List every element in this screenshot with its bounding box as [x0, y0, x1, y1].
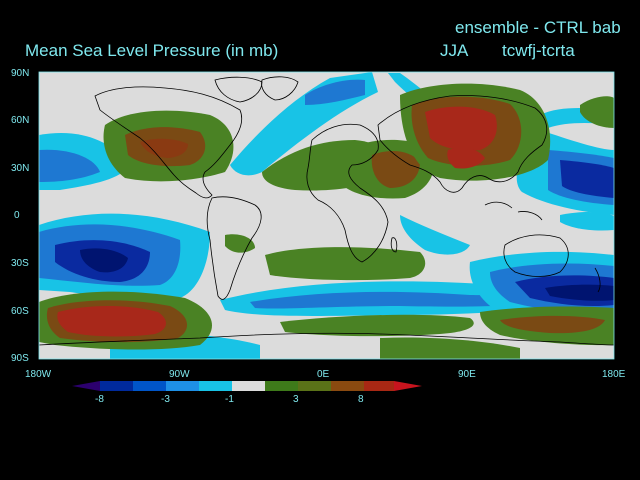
lon-tick-90e: 90E: [458, 369, 476, 380]
lat-tick-30n: 30N: [11, 163, 30, 174]
lat-tick-90n: 90N: [11, 68, 30, 79]
low-pressure-areas-south: [39, 213, 614, 359]
season-label: JJA: [440, 41, 469, 60]
lat-tick-60n: 60N: [11, 115, 30, 126]
colorbar-label: 8: [358, 394, 364, 405]
map-frame: [38, 71, 615, 360]
lat-tick-30s: 30S: [11, 258, 29, 269]
lat-tick-0: 0: [14, 210, 20, 221]
lat-tick-90s: 90S: [11, 353, 29, 364]
colorbar-label: -1: [225, 394, 234, 405]
colorbar-label: -8: [95, 394, 104, 405]
lon-tick-0e: 0E: [317, 369, 330, 380]
colorbar-label: -3: [161, 394, 170, 405]
lon-tick-90w: 90W: [169, 369, 190, 380]
coastlines: [39, 76, 614, 346]
experiment-label: ensemble - CTRL bab: [455, 18, 621, 37]
high-pressure-areas: [39, 83, 614, 359]
lon-tick-180w: 180W: [25, 369, 52, 380]
colorbar-label: 3: [293, 394, 299, 405]
run-label: tcwfj-tcrta: [502, 41, 575, 60]
lon-tick-180e: 180E: [602, 369, 626, 380]
lat-tick-60s: 60S: [11, 306, 29, 317]
map-title: Mean Sea Level Pressure (in mb): [25, 41, 279, 60]
